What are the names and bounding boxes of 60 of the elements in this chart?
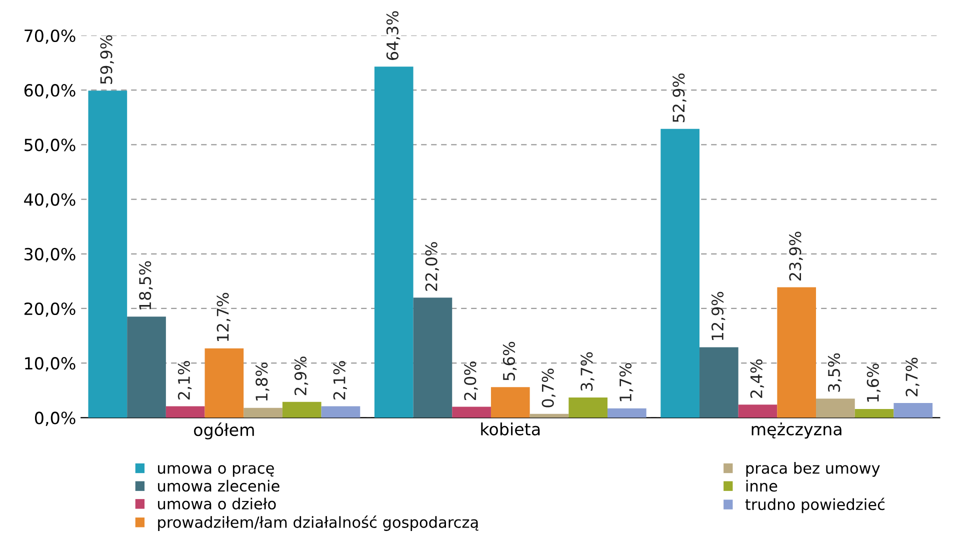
- bar: [166, 406, 205, 418]
- legend-label: umowa o dzieło: [158, 498, 276, 510]
- legend-label: umowa zlecenie: [158, 480, 280, 492]
- y-tick-label: 30,0%: [24, 248, 76, 262]
- data-label: 3,5%: [828, 353, 842, 392]
- x-tick-label: mężczyzna: [752, 422, 842, 439]
- bar: [699, 347, 738, 418]
- data-label: 12,9%: [711, 292, 726, 340]
- legend-label: trudno powiedzieć: [745, 498, 884, 514]
- bar: [244, 408, 282, 418]
- legend-label: prowadziłem/łam działalność gospodarczą: [158, 516, 478, 531]
- data-label: 22,0%: [425, 242, 439, 291]
- data-label: 1,6%: [866, 364, 881, 402]
- bar: [568, 397, 608, 418]
- y-tick-label: 40,0%: [24, 193, 76, 208]
- bar: [777, 287, 816, 418]
- data-label: 1,8%: [256, 362, 270, 401]
- bar: [530, 414, 569, 418]
- bar: [660, 128, 700, 418]
- y-tick-label: 0,0%: [34, 412, 76, 426]
- legend-label: umowa o pracę: [158, 465, 274, 477]
- data-label: 59,9%: [100, 35, 114, 84]
- bar: [607, 408, 646, 418]
- data-label: 12,7%: [216, 292, 230, 342]
- data-label: 2,0%: [464, 362, 478, 400]
- bar: [452, 406, 491, 418]
- y-tick-label: 70,0%: [24, 29, 76, 44]
- bar: [88, 90, 128, 418]
- data-label: 3,7%: [580, 352, 594, 391]
- bar: [894, 402, 933, 418]
- bar: [127, 316, 166, 418]
- bar: [321, 406, 360, 418]
- y-tick-label: 10,0%: [25, 357, 76, 372]
- data-label: 2,9%: [294, 356, 308, 396]
- bar: [738, 404, 778, 418]
- data-label: 2,1%: [333, 360, 347, 400]
- data-label: 2,1%: [178, 360, 192, 400]
- bar: [854, 408, 894, 418]
- bar: [490, 387, 530, 418]
- x-tick-label: ogółem: [194, 422, 254, 440]
- data-label: 0,7%: [542, 368, 556, 408]
- data-label: 5,6%: [502, 342, 517, 380]
- legend-label: praca bez umowy: [746, 462, 880, 477]
- data-label: 2,7%: [906, 358, 920, 396]
- bar: [413, 298, 452, 418]
- data-label: 2,4%: [750, 359, 764, 398]
- y-tick-label: 50,0%: [24, 138, 76, 153]
- y-tick-label: 60,0%: [24, 84, 76, 98]
- legend-label: inne: [746, 480, 778, 492]
- data-label: 1,7%: [619, 363, 634, 402]
- x-tick-label: kobieta: [481, 422, 540, 436]
- bar: [204, 348, 244, 418]
- data-label: 52,9%: [672, 73, 686, 122]
- data-label: 18,5%: [139, 261, 153, 310]
- data-label: 64,3%: [386, 11, 400, 60]
- bar: [816, 398, 855, 418]
- y-tick-label: 20,0%: [24, 302, 76, 317]
- bar: [374, 66, 414, 418]
- bar: [282, 402, 322, 418]
- data-label: 23,9%: [789, 232, 803, 280]
